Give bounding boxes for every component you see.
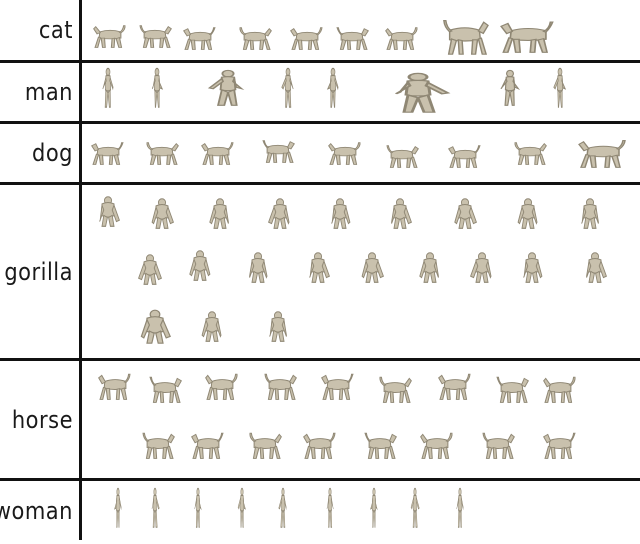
cat-shape [335,24,369,50]
horse-shape [438,370,472,400]
cat-shape [290,24,324,50]
woman-shape [191,487,205,528]
man-shape [491,69,529,106]
gorilla-shape [185,247,215,281]
dog-shape [513,139,547,165]
horse-shape [191,429,225,459]
dog-shape [91,139,125,165]
gorilla-shape [385,195,415,229]
gorilla-shape [357,249,387,283]
man-shape [277,67,299,108]
horse-shape [248,429,282,459]
gorilla-shape [517,249,547,283]
horse-shape [543,373,577,403]
row-label-dog: dog [31,139,73,167]
label-column-divider [79,0,82,540]
row-label-woman: woman [0,496,73,525]
man-shape [368,72,468,113]
dog-shape [201,139,235,165]
horse-shape [303,429,337,459]
gorilla-shape [580,249,610,283]
dog-shape [145,139,179,165]
gorilla-shape [197,308,227,342]
row-label-cat: cat [38,16,73,44]
gorilla-shape [93,193,123,227]
dog-shape [578,136,628,168]
dog-shape [328,139,362,165]
gorilla-shape [303,249,333,283]
gorilla-shape [265,195,295,229]
row-divider-5 [0,478,640,481]
gorilla-shape [415,249,445,283]
row-divider-4 [0,358,640,361]
cat-shape [138,22,172,48]
row-divider-3 [0,182,640,185]
gorilla-shape [147,195,177,229]
man-shape [197,69,259,106]
row-label-horse: horse [11,405,73,434]
woman-shape [148,487,162,528]
gorilla-shape [243,249,273,283]
row-label-man: man [24,78,73,106]
man-shape [97,67,119,108]
horse-shape [543,429,577,459]
horse-shape [420,429,454,459]
dog-shape [261,137,295,163]
man-shape [549,67,571,108]
cat-shape [93,22,127,48]
gorilla-shape [325,195,355,229]
horse-shape [321,370,355,400]
horse-shape [263,370,297,400]
woman-shape [408,487,422,528]
horse-shape [363,429,397,459]
horse-shape [148,373,182,403]
row-divider-2 [0,121,640,124]
gorilla-shape [263,308,293,342]
man-shape [146,67,168,108]
gorilla-shape [575,195,605,229]
gorilla-shape [513,195,543,229]
woman-shape [323,487,337,528]
gorilla-shape [467,249,497,283]
row-label-gorilla: gorilla [4,257,73,286]
cat-shape [500,17,556,53]
woman-shape [235,487,249,528]
cat-shape [385,24,419,50]
horse-shape [205,370,239,400]
gorilla-shape [135,251,165,285]
man-shape [322,67,344,108]
horse-shape [378,373,412,403]
woman-shape [367,487,381,528]
horse-shape [481,429,515,459]
horse-shape [141,429,175,459]
cat-shape [183,24,217,50]
horse-shape [495,373,529,403]
cat-shape [238,24,272,50]
woman-shape [111,487,125,528]
horse-shape [98,370,132,400]
gorilla-shape [135,306,175,344]
gorilla-shape [450,195,480,229]
gorilla-shape [205,195,235,229]
woman-shape [276,487,290,528]
dog-shape [448,142,482,168]
row-divider-1 [0,60,640,63]
cat-shape [441,15,489,55]
woman-shape [453,487,467,528]
dog-shape [385,142,419,168]
